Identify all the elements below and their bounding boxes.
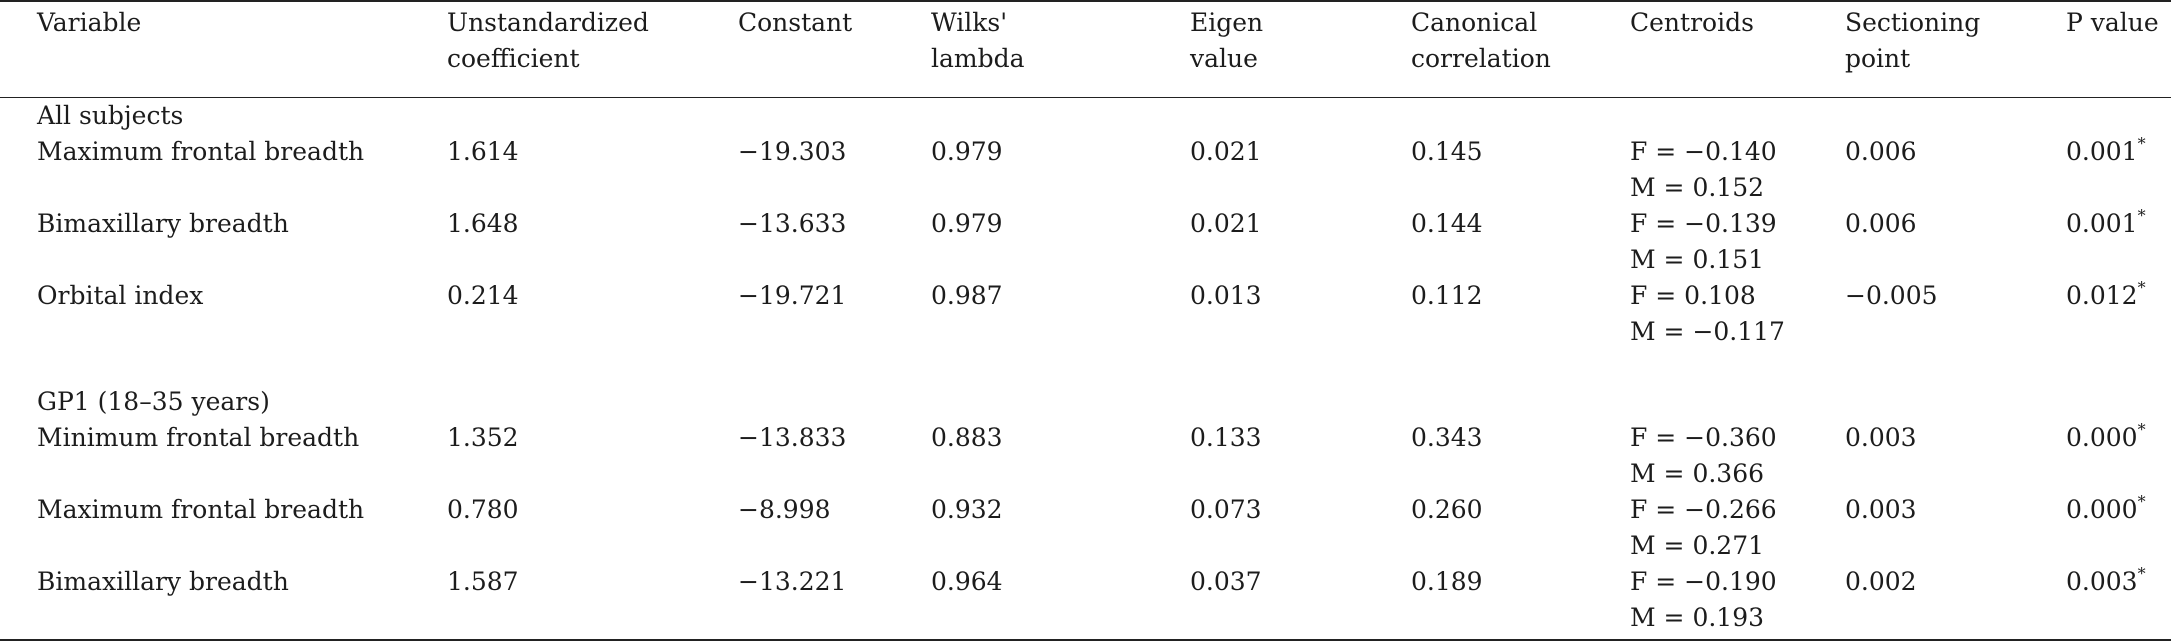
- variable-name: Maximum frontal breadth: [37, 495, 365, 524]
- centroids-value: F = −0.140 M = 0.152: [1630, 137, 1777, 202]
- canonical-correlation-value: 0.260: [1411, 495, 1483, 524]
- significance-mark: *: [2137, 133, 2146, 153]
- table-top-rule: [0, 0, 2171, 2]
- p-value: 0.012*: [2066, 277, 2146, 310]
- eigen-value: 0.133: [1190, 423, 1262, 452]
- sectioning-point-value: 0.002: [1845, 567, 1917, 596]
- wilks-lambda-value: 0.932: [931, 495, 1003, 524]
- header-p-value: P value: [2066, 8, 2159, 37]
- sectioning-point-value: 0.006: [1845, 137, 1917, 166]
- coefficient-value: 1.587: [447, 567, 519, 596]
- significance-mark: *: [2137, 491, 2146, 511]
- p-value: 0.001*: [2066, 133, 2146, 166]
- centroids-value: F = −0.266 M = 0.271: [1630, 495, 1777, 560]
- sectioning-point-value: −0.005: [1845, 281, 1938, 310]
- eigen-value: 0.021: [1190, 209, 1262, 238]
- header-variable: Variable: [37, 8, 142, 37]
- constant-value: −13.221: [738, 567, 847, 596]
- canonical-correlation-value: 0.343: [1411, 423, 1483, 452]
- wilks-lambda-value: 0.987: [931, 281, 1003, 310]
- sectioning-point-value: 0.003: [1845, 423, 1917, 452]
- header-unstandardized-coefficient: Unstandardized coefficient: [447, 8, 649, 73]
- eigen-value: 0.037: [1190, 567, 1262, 596]
- significance-mark: *: [2137, 563, 2146, 583]
- group-label: GP1 (18–35 years): [37, 387, 270, 416]
- coefficient-value: 1.352: [447, 423, 519, 452]
- sectioning-point-value: 0.003: [1845, 495, 1917, 524]
- header-rule: [0, 97, 2171, 98]
- p-value: 0.003*: [2066, 563, 2146, 596]
- canonical-correlation-value: 0.189: [1411, 567, 1483, 596]
- coefficient-value: 0.214: [447, 281, 519, 310]
- variable-name: Bimaxillary breadth: [37, 567, 289, 596]
- centroids-value: F = −0.190 M = 0.193: [1630, 567, 1777, 632]
- significance-mark: *: [2137, 205, 2146, 225]
- wilks-lambda-value: 0.979: [931, 209, 1003, 238]
- table-bottom-rule: [0, 639, 2171, 641]
- significance-mark: *: [2137, 277, 2146, 297]
- eigen-value: 0.021: [1190, 137, 1262, 166]
- variable-name: Maximum frontal breadth: [37, 137, 365, 166]
- constant-value: −19.721: [738, 281, 847, 310]
- header-eigen-value: Eigen value: [1190, 8, 1264, 73]
- p-value: 0.000*: [2066, 419, 2146, 452]
- header-canonical-correlation: Canonical correlation: [1411, 8, 1551, 73]
- wilks-lambda-value: 0.964: [931, 567, 1003, 596]
- centroids-value: F = −0.139 M = 0.151: [1630, 209, 1777, 274]
- eigen-value: 0.013: [1190, 281, 1262, 310]
- eigen-value: 0.073: [1190, 495, 1262, 524]
- coefficient-value: 0.780: [447, 495, 519, 524]
- variable-name: Bimaxillary breadth: [37, 209, 289, 238]
- canonical-correlation-value: 0.145: [1411, 137, 1483, 166]
- canonical-correlation-value: 0.112: [1411, 281, 1483, 310]
- constant-value: −13.833: [738, 423, 847, 452]
- coefficient-value: 1.614: [447, 137, 519, 166]
- variable-name: Minimum frontal breadth: [37, 423, 360, 452]
- header-wilks-lambda: Wilks' lambda: [931, 8, 1025, 73]
- constant-value: −19.303: [738, 137, 847, 166]
- canonical-correlation-value: 0.144: [1411, 209, 1483, 238]
- p-value: 0.001*: [2066, 205, 2146, 238]
- header-sectioning-point: Sectioning point: [1845, 8, 1981, 73]
- group-label: All subjects: [37, 101, 184, 130]
- header-constant: Constant: [738, 8, 853, 37]
- wilks-lambda-value: 0.979: [931, 137, 1003, 166]
- constant-value: −13.633: [738, 209, 847, 238]
- centroids-value: F = −0.360 M = 0.366: [1630, 423, 1777, 488]
- sectioning-point-value: 0.006: [1845, 209, 1917, 238]
- variable-name: Orbital index: [37, 281, 204, 310]
- centroids-value: F = 0.108 M = −0.117: [1630, 281, 1785, 346]
- p-value: 0.000*: [2066, 491, 2146, 524]
- header-centroids: Centroids: [1630, 8, 1754, 37]
- wilks-lambda-value: 0.883: [931, 423, 1003, 452]
- coefficient-value: 1.648: [447, 209, 519, 238]
- significance-mark: *: [2137, 419, 2146, 439]
- constant-value: −8.998: [738, 495, 831, 524]
